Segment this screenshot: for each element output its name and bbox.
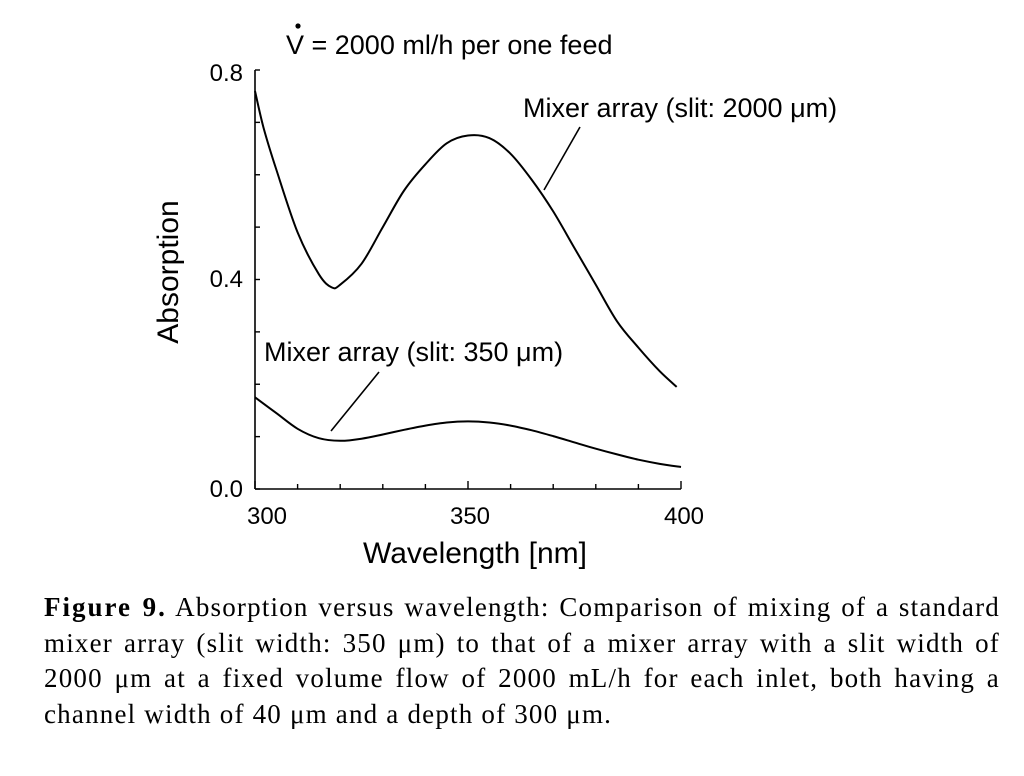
x-axis-label: Wavelength [nm] — [363, 537, 587, 570]
x-tick-marks — [254, 481, 682, 489]
series-line-slit-350 — [254, 396, 682, 468]
figure-caption-text: Absorption versus wavelength: Comparison… — [44, 592, 1000, 729]
y-tick-marks — [255, 69, 260, 490]
title-dot — [295, 23, 301, 29]
y-tick-label-0.0: 0.0 — [210, 476, 243, 503]
x-tick-label-400: 400 — [664, 503, 704, 530]
annotation-pointer-slit-350 — [330, 371, 380, 432]
x-tick-label-300: 300 — [247, 503, 287, 530]
figure-caption: Figure 9. Absorption versus wavelength: … — [44, 590, 1000, 732]
annotation-slit-350: Mixer array (slit: 350 μm) — [264, 337, 563, 367]
chart-title: V = 2000 ml/h per one feed — [286, 30, 612, 60]
series-line-slit-2000 — [254, 90, 678, 388]
y-tick-label-0.4: 0.4 — [210, 266, 243, 293]
absorption-chart: V = 2000 ml/h per one feed 0.8 0.4 0.0 3… — [152, 23, 837, 570]
x-tick-label-350: 350 — [450, 503, 490, 530]
y-tick-label-0.8: 0.8 — [210, 60, 243, 87]
annotation-slit-2000: Mixer array (slit: 2000 μm) — [523, 93, 837, 123]
annotation-pointer-slit-2000 — [543, 126, 581, 191]
y-axis-label: Absorption — [152, 200, 185, 343]
figure-label: Figure 9. — [44, 592, 167, 622]
